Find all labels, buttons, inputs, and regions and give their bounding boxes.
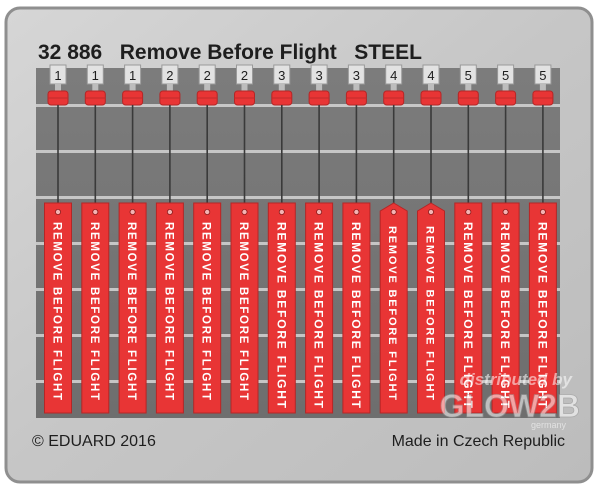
tag-text: REMOVE BEFORE FLIGHT [162, 222, 174, 400]
tag-text: REMOVE BEFORE FLIGHT [125, 222, 137, 400]
watermark-brand: GLOW2B [440, 388, 580, 424]
watermark: distributed by GLOW2B germany [439, 370, 580, 430]
copyright-text: © EDUARD 2016 [32, 433, 156, 450]
tag-streamer [118, 202, 147, 414]
tag-number: 1 [54, 68, 61, 83]
tag-streamer [267, 202, 296, 414]
attachment-stub [502, 84, 509, 92]
attachment-stub [92, 84, 99, 92]
tag-streamer [305, 202, 334, 414]
watermark-sub: germany [531, 420, 567, 430]
tag-number: 3 [278, 68, 285, 83]
attachment-stub [353, 84, 360, 92]
tag-number: 3 [315, 68, 322, 83]
attachment-stub [465, 84, 472, 92]
tag-number: 3 [353, 68, 360, 83]
attachment-stub [539, 84, 546, 92]
tag-text: REMOVE BEFORE FLIGHT [386, 226, 398, 400]
tag-8: 3 REMOVE BEFORE FLIGHT [305, 64, 334, 414]
tag-streamer [230, 202, 259, 414]
tag-streamer [342, 202, 371, 414]
tag-1: 1 REMOVE BEFORE FLIGHT [44, 64, 72, 414]
tag-number: 1 [92, 68, 99, 83]
tag-number: 5 [465, 68, 472, 83]
attachment-stub [55, 84, 61, 92]
grommet [465, 208, 472, 215]
tag-text: REMOVE BEFORE FLIGHT [51, 222, 63, 400]
tag-10: 4 REMOVE BEFORE FLIGHT [379, 64, 408, 414]
tag-streamer [44, 202, 72, 414]
tag-3: 1 REMOVE BEFORE FLIGHT [118, 64, 147, 414]
tag-streamer [379, 202, 408, 414]
tag-text: REMOVE BEFORE FLIGHT [424, 226, 436, 400]
tag-text: REMOVE BEFORE FLIGHT [88, 222, 100, 400]
attachment-stub [428, 84, 434, 92]
tag-number: 4 [427, 68, 434, 83]
tag-number: 2 [204, 68, 211, 83]
grommet [427, 208, 434, 215]
tag-14: 5 REMOVE BEFORE FLIGHT [528, 64, 557, 414]
tag-5: 2 REMOVE BEFORE FLIGHT [193, 64, 222, 414]
tag-number: 5 [502, 68, 509, 83]
tag-text: REMOVE BEFORE FLIGHT [461, 222, 475, 409]
grommet [316, 208, 323, 215]
origin-text: Made in Czech Republic [392, 433, 565, 450]
tag-text: REMOVE BEFORE FLIGHT [535, 222, 549, 409]
tag-streamer [155, 202, 184, 414]
grommet [55, 208, 62, 215]
grommet [129, 208, 136, 215]
watermark-line1: distributed by [460, 370, 574, 389]
sprue-bars [36, 104, 560, 383]
grommet [539, 208, 546, 215]
tag-number: 4 [390, 68, 397, 83]
tag-text: REMOVE BEFORE FLIGHT [237, 222, 249, 400]
attachment-stub [316, 84, 323, 92]
tag-number: 1 [129, 68, 136, 83]
tag-9: 3 REMOVE BEFORE FLIGHT [342, 64, 371, 414]
tag-streamer [81, 202, 110, 414]
tag-number: 2 [166, 68, 173, 83]
tag-number: 2 [241, 68, 248, 83]
attachment-stub [390, 84, 397, 92]
grommet [92, 208, 99, 215]
tag-row: 1 REMOVE BEFORE FLIGHT 1 REMOVE BEFORE FLIG… [44, 64, 557, 414]
tag-4: 2 REMOVE BEFORE FLIGHT [155, 64, 184, 414]
tag-text: REMOVE BEFORE FLIGHT [200, 222, 212, 400]
grommet [502, 208, 509, 215]
tag-11: 4 REMOVE BEFORE FLIGHT [417, 64, 445, 414]
tag-2: 1 REMOVE BEFORE FLIGHT [81, 64, 110, 414]
tag-12: 5 REMOVE BEFORE FLIGHT [454, 64, 483, 414]
grommet [278, 208, 285, 215]
tag-text: REMOVE BEFORE FLIGHT [274, 222, 288, 409]
tag-6: 2 REMOVE BEFORE FLIGHT [230, 64, 259, 414]
tag-text: REMOVE BEFORE FLIGHT [312, 222, 326, 409]
fret-title: 32 886 Remove Before Flight STEEL [38, 41, 422, 64]
attachment-stub [278, 84, 285, 92]
tag-13: 5 REMOVE BEFORE FLIGHT [491, 64, 520, 414]
attachment-stub [204, 84, 211, 92]
tag-streamer [491, 202, 520, 414]
tag-7: 3 REMOVE BEFORE FLIGHT [267, 64, 296, 414]
tag-text: REMOVE BEFORE FLIGHT [349, 222, 363, 409]
attachment-stub [166, 84, 173, 92]
grommet [204, 208, 211, 215]
grommet [166, 208, 173, 215]
tag-text: REMOVE BEFORE FLIGHT [498, 222, 512, 409]
grommet [353, 208, 360, 215]
tag-streamer [193, 202, 222, 414]
tag-streamer [528, 202, 557, 414]
grommet [241, 208, 248, 215]
grommet [390, 208, 397, 215]
tag-streamer [454, 202, 483, 414]
attachment-stub [241, 84, 248, 92]
tag-number: 5 [539, 68, 546, 83]
attachment-stub [129, 84, 136, 92]
tag-streamer [417, 202, 445, 414]
